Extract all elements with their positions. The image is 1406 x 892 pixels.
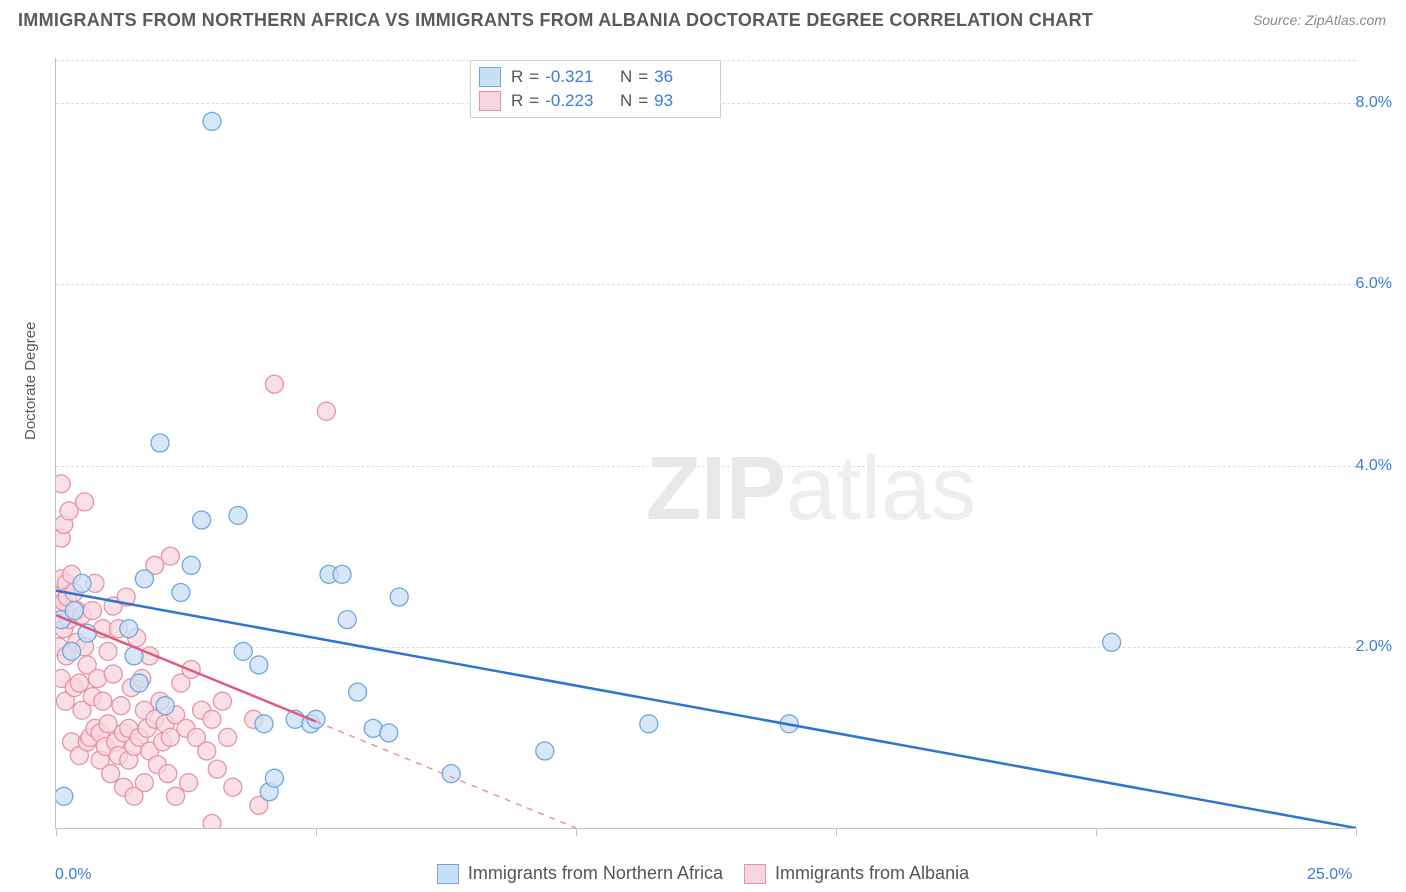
legend-swatch-2 xyxy=(744,864,766,884)
n-label: N xyxy=(620,65,632,89)
x-tick xyxy=(56,828,57,836)
legend-swatch-1 xyxy=(437,864,459,884)
legend-series-names: Immigrants from Northern Africa Immigran… xyxy=(0,863,1406,884)
legend-swatch-series-1 xyxy=(479,67,501,87)
equals-sign: = xyxy=(638,89,648,113)
source-label: Source: xyxy=(1253,12,1305,28)
legend-label-2: Immigrants from Albania xyxy=(775,863,969,883)
x-tick xyxy=(1096,828,1097,836)
x-tick xyxy=(316,828,317,836)
source-value: ZipAtlas.com xyxy=(1305,12,1386,28)
legend-label-1: Immigrants from Northern Africa xyxy=(468,863,723,883)
r-label: R xyxy=(511,89,523,113)
y-tick-label: 4.0% xyxy=(1356,457,1392,475)
chart-title: IMMIGRANTS FROM NORTHERN AFRICA VS IMMIG… xyxy=(18,10,1093,31)
x-tick-label: 25.0% xyxy=(1307,866,1352,884)
r-value-series-2: -0.223 xyxy=(545,89,603,113)
legend-swatch-series-2 xyxy=(479,91,501,111)
n-value-series-2: 93 xyxy=(654,89,712,113)
legend-stats: R = -0.321 N = 36 R = -0.223 N = 93 xyxy=(470,60,721,118)
n-value-series-1: 36 xyxy=(654,65,712,89)
y-tick-label: 8.0% xyxy=(1356,94,1392,112)
x-tick xyxy=(1356,828,1357,836)
y-tick-label: 6.0% xyxy=(1356,275,1392,293)
plot-area: ZIPatlas xyxy=(55,58,1356,829)
r-label: R xyxy=(511,65,523,89)
legend-item-2: Immigrants from Albania xyxy=(744,863,969,883)
x-tick xyxy=(836,828,837,836)
y-tick-label: 2.0% xyxy=(1356,638,1392,656)
equals-sign: = xyxy=(529,65,539,89)
legend-stats-row-2: R = -0.223 N = 93 xyxy=(479,89,712,113)
source-citation: Source: ZipAtlas.com xyxy=(1253,12,1386,28)
equals-sign: = xyxy=(638,65,648,89)
legend-stats-row-1: R = -0.321 N = 36 xyxy=(479,65,712,89)
equals-sign: = xyxy=(529,89,539,113)
r-value-series-1: -0.321 xyxy=(545,65,603,89)
y-axis-label: Doctorate Degree xyxy=(22,322,39,440)
n-label: N xyxy=(620,89,632,113)
x-tick-label: 0.0% xyxy=(55,866,91,884)
chart-svg xyxy=(56,58,1356,828)
legend-item-1: Immigrants from Northern Africa xyxy=(437,863,728,883)
x-tick xyxy=(576,828,577,836)
